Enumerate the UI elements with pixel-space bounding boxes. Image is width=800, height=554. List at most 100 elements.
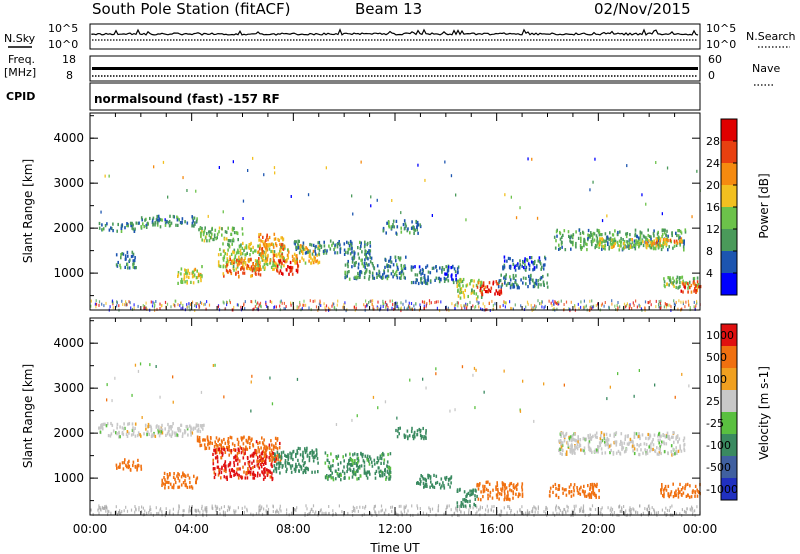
echo-cell <box>268 443 271 447</box>
colorbar-bin <box>721 185 737 207</box>
clutter-cell <box>545 508 547 512</box>
isolated-cell <box>370 195 372 199</box>
echo-cell <box>599 437 602 441</box>
echo-cell <box>591 237 594 241</box>
echo-cell <box>411 220 413 224</box>
echo-cell <box>509 264 512 268</box>
echo-cell <box>201 229 203 233</box>
echo-cell <box>269 475 272 479</box>
echo-cell <box>668 276 670 280</box>
echo-cell <box>298 239 300 243</box>
clutter-cell <box>639 504 641 508</box>
echo-cell <box>318 260 321 264</box>
clutter-cell <box>159 307 161 310</box>
isolated-cell <box>592 180 594 184</box>
clutter-cell <box>492 509 495 513</box>
echo-cell <box>334 469 337 473</box>
echo-cell <box>145 217 147 221</box>
echo-cell <box>183 473 185 477</box>
clutter-cell <box>109 305 111 309</box>
echo-cell <box>189 485 191 489</box>
echo-cell <box>567 443 569 447</box>
clutter-cell <box>504 305 506 309</box>
clutter-cell <box>527 511 529 514</box>
echo-cell <box>577 440 579 444</box>
clutter-cell <box>403 306 405 310</box>
echo-cell <box>243 259 245 263</box>
echo-cell <box>156 214 158 219</box>
clutter-cell <box>533 307 535 311</box>
clutter-cell <box>261 512 264 516</box>
colorbar-tick-label: -500 <box>706 461 731 474</box>
clutter-cell <box>688 303 690 307</box>
echo-cell <box>447 482 450 486</box>
isolated-cell <box>626 164 628 168</box>
echo-cell <box>656 238 658 242</box>
echo-cell <box>580 448 582 452</box>
echo-cell <box>284 453 286 457</box>
echo-cell <box>666 431 669 435</box>
echo-cell <box>294 240 296 244</box>
isolated-cell <box>533 419 535 423</box>
echo-cell <box>678 285 680 289</box>
echo-cell <box>329 239 332 243</box>
echo-cell <box>229 471 232 475</box>
echo-cell <box>226 475 228 479</box>
echo-cell <box>236 455 238 459</box>
echo-cell <box>238 459 241 463</box>
echo-cell <box>387 265 389 269</box>
echo-cell <box>140 216 143 220</box>
clutter-cell <box>595 304 597 307</box>
echo-cell <box>673 279 675 283</box>
echo-cell <box>191 275 194 279</box>
echo-cell <box>226 445 228 450</box>
echo-cell <box>285 454 287 458</box>
echo-cell <box>189 480 191 485</box>
echo-cell <box>343 465 345 469</box>
echo-cell <box>130 254 133 259</box>
echo-cell <box>318 248 321 252</box>
echo-cell <box>579 492 582 496</box>
echo-cell <box>218 226 221 230</box>
isolated-cell <box>195 189 197 193</box>
echo-cell <box>590 491 593 495</box>
clutter-cell <box>183 509 185 513</box>
clutter-cell <box>195 302 197 306</box>
plot-title: South Pole Station (fitACF) <box>92 0 290 18</box>
isolated-cell <box>141 416 143 419</box>
echo-cell <box>378 470 380 474</box>
echo-cell <box>178 426 180 431</box>
echo-cell <box>661 483 663 487</box>
echo-cell <box>669 493 672 497</box>
clutter-cell <box>480 307 482 311</box>
echo-cell <box>257 471 259 475</box>
echo-cell <box>250 265 253 269</box>
echo-cell <box>339 461 342 465</box>
clutter-cell <box>472 304 474 308</box>
echo-cell <box>172 475 175 479</box>
isolated-cell <box>655 161 657 164</box>
echo-cell <box>132 429 135 433</box>
echo-cell <box>362 459 365 463</box>
echo-cell <box>278 455 281 459</box>
echo-cell <box>369 255 371 260</box>
echo-cell <box>231 442 234 446</box>
echo-cell <box>264 246 267 250</box>
echo-cell <box>638 245 640 249</box>
echo-cell <box>244 476 247 480</box>
echo-cell <box>124 426 126 430</box>
echo-cell <box>231 468 233 472</box>
isolated-cell <box>139 362 142 366</box>
echo-cell <box>289 464 292 468</box>
clutter-cell <box>492 303 494 307</box>
echo-cell <box>131 422 134 426</box>
echo-cell <box>263 244 266 248</box>
isolated-cell <box>212 364 214 367</box>
clutter-cell <box>121 299 123 303</box>
echo-cell <box>620 241 622 245</box>
echo-cell <box>485 487 488 491</box>
echo-cell <box>592 492 595 496</box>
echo-cell <box>233 460 235 464</box>
echo-cell <box>388 259 390 263</box>
